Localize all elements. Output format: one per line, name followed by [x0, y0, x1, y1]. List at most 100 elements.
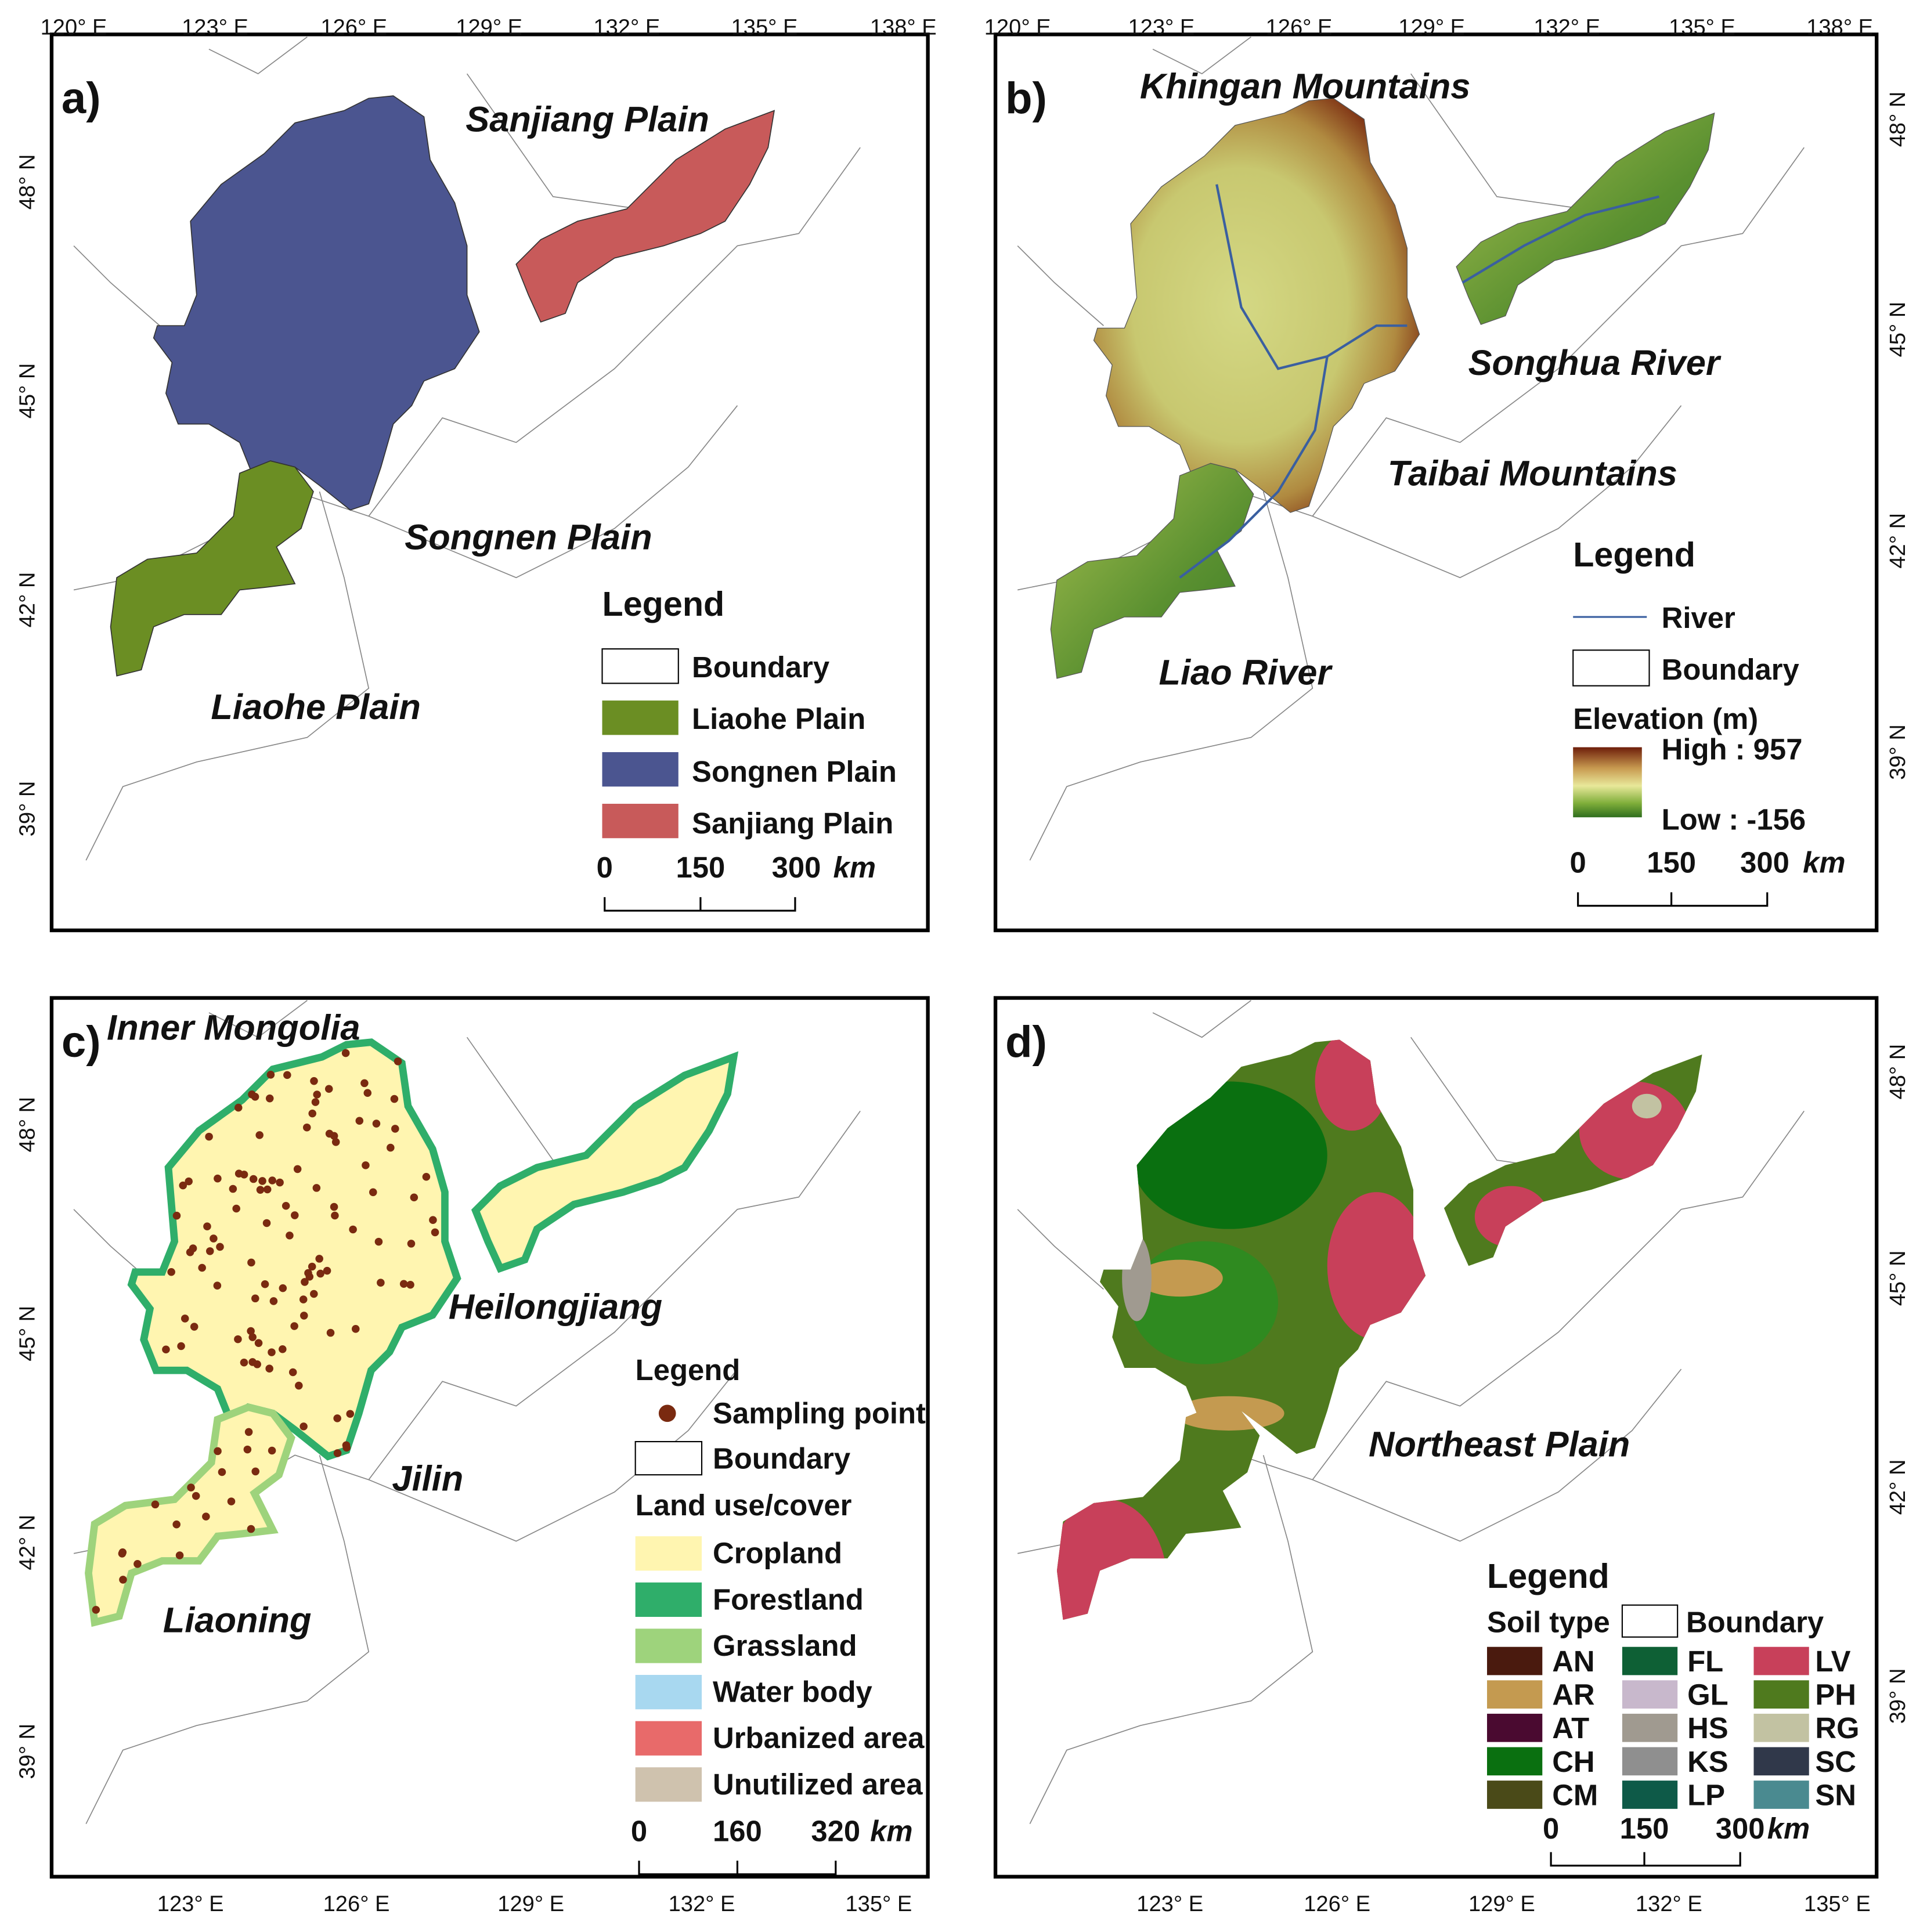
tick-label: 45° N — [15, 363, 39, 419]
sampling-point — [256, 1186, 265, 1194]
sampling-point — [205, 1132, 213, 1141]
sampling-point — [315, 1255, 323, 1263]
sampling-point — [243, 1445, 252, 1454]
sampling-point — [234, 1103, 243, 1112]
sampling-point — [198, 1263, 206, 1272]
legend-label: Grassland — [713, 1629, 857, 1662]
sampling-point — [262, 1219, 271, 1227]
legend-swatch — [1622, 1713, 1678, 1742]
sampling-point — [286, 1232, 294, 1240]
sampling-point — [324, 1085, 333, 1093]
sampling-point — [341, 1049, 350, 1057]
sampling-point — [172, 1211, 181, 1220]
sampling-point — [429, 1216, 437, 1224]
sampling-point — [218, 1468, 226, 1476]
legend-swatch — [601, 648, 679, 684]
legend-swatch — [602, 803, 679, 839]
annotation: Heilongjiang — [449, 1287, 662, 1327]
sampling-point — [288, 1368, 297, 1377]
legend-label: Boundary — [1686, 1605, 1824, 1638]
legend-label: SC — [1815, 1745, 1856, 1778]
frame — [49, 996, 930, 1879]
legend-label: Unutilized area — [713, 1768, 923, 1801]
legend-label: River — [1662, 601, 1735, 634]
sampling-point — [299, 1422, 308, 1431]
sampling-point — [279, 1284, 287, 1292]
ramp-high: High : 957 — [1662, 733, 1803, 766]
scale-label: 150 — [676, 851, 726, 884]
tick-label: 135° E — [1804, 1892, 1871, 1916]
legend-swatch — [1753, 1781, 1809, 1809]
legend-swatch — [1486, 1713, 1543, 1742]
sampling-point — [394, 1057, 402, 1066]
tick-label: 132° E — [669, 1892, 735, 1916]
legend-label: PH — [1815, 1678, 1856, 1711]
sampling-point — [265, 1364, 273, 1373]
sampling-point — [92, 1606, 100, 1614]
legend-label: Water body — [713, 1675, 872, 1709]
legend-swatch — [1753, 1680, 1809, 1709]
sampling-point — [349, 1225, 357, 1234]
sampling-point — [290, 1322, 298, 1330]
sampling-point — [119, 1576, 127, 1584]
sampling-point — [118, 1550, 127, 1558]
sampling-point — [205, 1247, 214, 1255]
side-ticks: 48° N 45° N 42° N 39° N — [15, 154, 39, 837]
legend-label: CH — [1552, 1745, 1594, 1778]
scale-label: 300 — [1740, 846, 1789, 879]
sampling-point — [179, 1181, 187, 1190]
sampling-point — [269, 1297, 278, 1305]
sampling-point — [203, 1222, 211, 1230]
legend-label: Urbanized area — [713, 1721, 925, 1754]
tick-label: 123° E — [1136, 1892, 1203, 1916]
sampling-point — [308, 1262, 316, 1271]
legend-swatch — [635, 1628, 702, 1663]
sampling-point — [167, 1267, 175, 1276]
legend-subtitle: Land use/cover — [636, 1489, 852, 1522]
sampling-point — [333, 1414, 341, 1422]
sampling-point — [331, 1211, 339, 1220]
legend-swatch — [602, 752, 679, 787]
legend-swatch — [1572, 649, 1650, 687]
legend-swatch — [1486, 1680, 1543, 1709]
scale-label: 0 — [1543, 1812, 1559, 1845]
tick-label: 138° E — [870, 15, 937, 39]
legend-label: RG — [1815, 1711, 1859, 1745]
legend-label: FL — [1687, 1645, 1723, 1678]
sampling-point — [310, 1077, 318, 1085]
sampling-point — [346, 1410, 355, 1418]
scale-bar — [638, 1861, 837, 1876]
sampling-point — [387, 1143, 395, 1152]
panel-label: b) — [1005, 74, 1047, 123]
sampling-point — [342, 1441, 351, 1450]
scale-label: 0 — [1570, 846, 1586, 879]
sampling-point — [151, 1500, 160, 1509]
sampling-point — [282, 1201, 290, 1210]
sampling-point — [263, 1185, 272, 1194]
sampling-point — [189, 1244, 197, 1252]
panel-label: a) — [62, 74, 101, 123]
sampling-point — [254, 1339, 263, 1347]
legend-swatch — [1486, 1646, 1543, 1675]
annotation: Liaohe Plain — [211, 687, 421, 727]
tick-label: 45° N — [15, 1306, 39, 1362]
sampling-point — [304, 1269, 312, 1277]
sampling-point — [251, 1294, 259, 1303]
tick-label: 39° N — [1886, 1669, 1910, 1724]
sampling-point — [369, 1188, 377, 1197]
tick-label: 126° E — [320, 15, 387, 39]
tick-label: 135° E — [731, 15, 798, 39]
scale-label: 150 — [1620, 1812, 1669, 1845]
color-ramp — [1573, 747, 1642, 818]
sampling-point — [190, 1323, 199, 1331]
sampling-point — [227, 1497, 236, 1505]
sampling-point — [362, 1161, 370, 1169]
legend-swatch — [1622, 1781, 1678, 1809]
legend-swatch — [635, 1767, 702, 1802]
sampling-point — [326, 1328, 335, 1337]
annotation: Northeast Plain — [1369, 1424, 1630, 1464]
legend-label: Songnen Plain — [692, 755, 897, 788]
sampling-point — [302, 1123, 311, 1132]
legend-title: Legend — [1487, 1557, 1610, 1595]
sampling-point — [177, 1342, 185, 1350]
